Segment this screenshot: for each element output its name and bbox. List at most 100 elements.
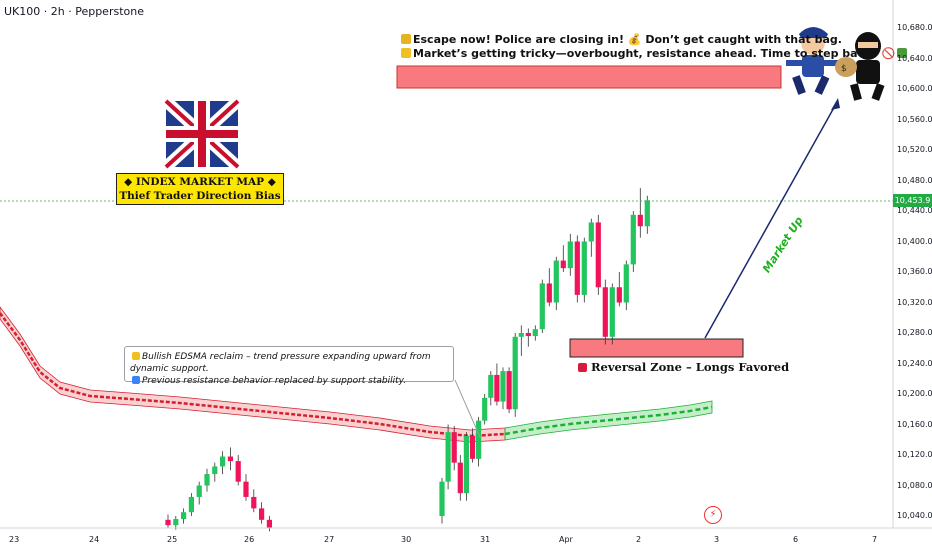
candle-up <box>500 371 506 402</box>
candle-down <box>243 481 249 497</box>
warning-icon <box>401 48 411 58</box>
y-tick-label: 10,200.0 <box>897 389 932 398</box>
candle-down <box>602 287 608 337</box>
police-icon <box>786 27 838 95</box>
y-tick-label: 10,120.0 <box>897 450 932 459</box>
uk-flag-icon <box>161 96 243 172</box>
refresh-icon <box>132 376 140 384</box>
candle-up <box>488 374 494 398</box>
x-tick-label: 26 <box>244 535 255 544</box>
candle-up <box>212 466 218 475</box>
y-tick-label: 10,440.0 <box>897 206 932 215</box>
x-tick-label: 2 <box>636 535 642 544</box>
candle-down <box>494 374 500 402</box>
candle-up <box>609 287 615 337</box>
last-price-tag: 10,453.9 <box>893 194 932 207</box>
callout-line-2: Previous resistance behavior replaced by… <box>130 375 448 387</box>
candle-up <box>188 496 194 513</box>
lightning-icon <box>132 352 140 360</box>
candle-up <box>567 241 573 269</box>
svg-text:$: $ <box>841 64 847 74</box>
y-tick-label: 10,040.0 <box>897 511 932 520</box>
y-tick-label: 10,240.0 <box>897 358 932 368</box>
candle-up <box>476 420 482 459</box>
y-tick-label: 10,680.0 <box>897 23 932 32</box>
candles <box>165 188 650 532</box>
candle-down <box>560 260 566 269</box>
candle-up <box>196 485 202 497</box>
arrow-head <box>831 98 840 110</box>
magnet-icon <box>578 363 587 372</box>
candle-down <box>574 241 580 295</box>
candle-down <box>451 432 457 463</box>
top-note-line-2: Market’s getting tricky—overbought, resi… <box>399 47 909 60</box>
candle-up <box>173 519 179 526</box>
x-tick-label: 6 <box>793 535 799 544</box>
candle-up <box>204 474 210 486</box>
y-tick-label: 10,480.0 <box>897 175 932 185</box>
candle-down <box>266 519 272 528</box>
chart-emoji-icon <box>897 48 908 58</box>
title-line-1: ◆ INDEX MARKET MAP ◆ <box>124 176 276 188</box>
candle-up <box>553 260 559 303</box>
ma-center-line <box>0 312 506 438</box>
candle-up <box>512 336 518 410</box>
x-tick-label: 25 <box>167 535 178 544</box>
y-tick-label: 10,080.0 <box>897 480 932 490</box>
candle-down <box>637 214 643 227</box>
candle-up <box>588 222 594 242</box>
callout-pointer <box>454 379 481 438</box>
edsma-callout: Bullish EDSMA reclaim – trend pressure e… <box>124 346 454 386</box>
x-tick-label: 27 <box>324 535 335 544</box>
candle-up <box>181 512 187 520</box>
reversal-zone <box>569 338 744 358</box>
chart-header: UK100 · 2h · Pepperstone <box>4 5 144 18</box>
x-tick-label: 31 <box>480 535 491 544</box>
candle-up <box>482 397 488 421</box>
title-line-2: Thief Trader Direction Bias <box>119 190 281 202</box>
candle-up <box>439 481 445 516</box>
candle-down <box>506 371 512 410</box>
candle-down <box>259 508 265 520</box>
candle-down <box>525 333 531 337</box>
y-tick-label: 10,320.0 <box>897 297 932 307</box>
y-tick-label: 10,280.0 <box>897 328 932 337</box>
y-tick-label: 10,520.0 <box>897 145 932 154</box>
reversal-zone-label: Reversal Zone – Longs Favored <box>578 360 789 374</box>
candle-up <box>581 241 587 295</box>
y-tick-label: 10,600.0 <box>897 84 932 93</box>
candle-up <box>518 333 524 337</box>
candle-up <box>220 456 226 467</box>
candle-down <box>469 435 476 459</box>
candle-up <box>623 264 629 303</box>
candle-up <box>445 432 451 482</box>
thief-icon: $ <box>835 32 885 101</box>
x-tick-label: 23 <box>9 535 20 544</box>
candle-down <box>251 496 257 509</box>
candle-up <box>539 283 545 330</box>
ma-center-line <box>504 405 713 436</box>
candle-up <box>463 435 469 494</box>
title-box: ◆ INDEX MARKET MAP ◆ Thief Trader Direct… <box>116 173 284 205</box>
candle-down <box>227 456 233 462</box>
x-tick-label: 30 <box>401 535 412 544</box>
candle-up <box>644 200 650 227</box>
x-tick-label: 3 <box>714 535 720 544</box>
candle-up <box>532 329 538 337</box>
y-tick-label: 10,560.0 <box>897 114 932 124</box>
candle-up <box>630 214 636 265</box>
candle-down <box>235 461 241 482</box>
lightning-logo-icon[interactable]: ⚡ <box>704 506 722 524</box>
candle-down <box>546 283 552 303</box>
alarm-icon <box>401 34 411 44</box>
callout-line-1: Bullish EDSMA reclaim – trend pressure e… <box>130 352 431 374</box>
x-tick-label: Apr <box>559 535 573 544</box>
candle-down <box>595 222 601 288</box>
resistance-zone <box>396 65 782 89</box>
y-tick-label: 10,640.0 <box>897 53 932 63</box>
x-tick-label: 7 <box>872 535 878 544</box>
ma-band-green <box>504 400 713 441</box>
candle-down <box>165 519 171 526</box>
y-tick-label: 10,160.0 <box>897 419 932 429</box>
